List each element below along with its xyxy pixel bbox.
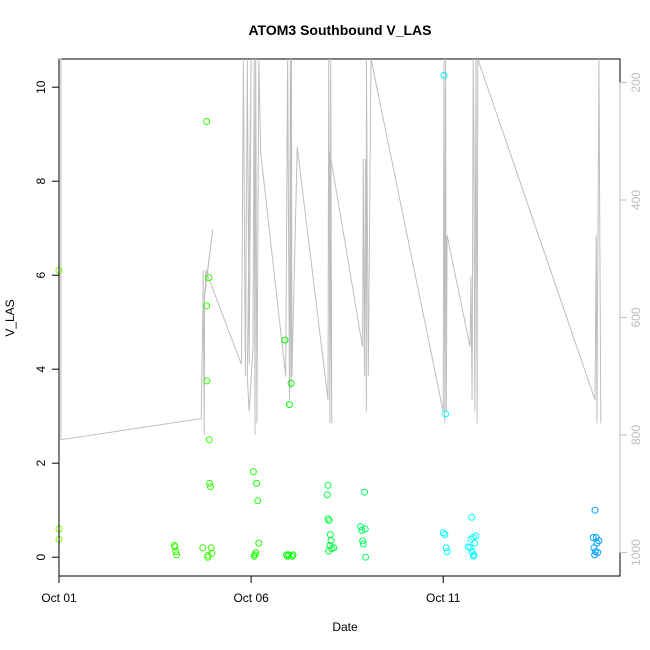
data-point	[253, 479, 260, 487]
y-axis: 0 2 4 6 8 10	[34, 80, 60, 561]
data-point	[325, 547, 333, 555]
data-point	[250, 552, 258, 560]
data-point	[288, 552, 296, 560]
data-point	[466, 544, 474, 552]
data-point	[440, 71, 448, 79]
data-point	[442, 410, 450, 418]
right-y-tick-label: 400	[629, 190, 643, 210]
data-point	[442, 544, 450, 552]
x-tick-label: Oct 06	[233, 591, 269, 605]
data-point	[172, 548, 180, 556]
data-point	[254, 497, 262, 505]
x-tick-label: Oct 11	[426, 591, 461, 605]
altitude-layer	[59, 58, 602, 441]
data-point	[443, 548, 451, 556]
data-point	[361, 488, 368, 496]
data-point	[255, 539, 263, 547]
chart-title: ATOM3 Southbound V_LAS	[248, 22, 431, 38]
right-y-tick-label: 800	[629, 425, 643, 445]
x-tick-label: Oct 01	[41, 591, 77, 605]
data-point	[249, 468, 257, 476]
data-point	[324, 481, 332, 489]
data-point	[205, 436, 213, 444]
data-point	[204, 551, 212, 559]
data-point	[206, 483, 214, 491]
data-point	[591, 506, 599, 514]
data-point	[289, 551, 297, 559]
right-y-tick-label: 600	[629, 307, 643, 327]
points-layer	[55, 71, 603, 561]
data-point	[467, 535, 475, 543]
data-point	[207, 544, 215, 552]
altitude-line	[59, 58, 602, 441]
data-point	[324, 515, 332, 523]
right-y-tick-label: 200	[629, 72, 643, 92]
y-tick-label: 6	[34, 272, 48, 279]
data-point	[327, 537, 335, 545]
data-point	[208, 549, 216, 557]
data-point	[359, 537, 367, 545]
data-point	[470, 551, 478, 559]
y-tick-label: 4	[34, 366, 48, 373]
y-tick-label: 8	[34, 178, 48, 185]
data-point	[206, 479, 214, 487]
data-point	[252, 549, 260, 556]
data-point	[171, 543, 179, 551]
data-point	[358, 526, 366, 534]
data-point	[281, 336, 289, 344]
data-point	[286, 401, 293, 408]
right-y-tick-label: 1000	[629, 539, 643, 566]
right-y-axis: 200 400 600 800 1000	[619, 72, 643, 566]
data-point	[591, 551, 599, 559]
data-point	[173, 551, 181, 559]
data-point	[471, 539, 479, 547]
data-point	[330, 544, 338, 552]
data-point	[323, 491, 331, 499]
data-point	[468, 513, 476, 521]
data-point	[590, 544, 598, 552]
data-point	[361, 525, 369, 533]
x-axis-label: Date	[332, 620, 358, 634]
data-point	[199, 544, 207, 552]
data-point	[326, 531, 334, 539]
plot-frame	[58, 58, 621, 577]
y-tick-label: 0	[34, 554, 48, 561]
x-axis: Oct 01 Oct 06 Oct 11	[41, 575, 461, 605]
data-point	[359, 540, 367, 548]
data-point	[362, 553, 370, 561]
data-point	[469, 552, 477, 560]
y-tick-label: 10	[34, 80, 48, 94]
y-axis-label: V_LAS	[3, 299, 17, 336]
data-point	[203, 302, 211, 310]
data-point	[439, 529, 447, 537]
y-tick-label: 2	[34, 460, 48, 467]
data-point	[203, 377, 211, 385]
data-point	[203, 118, 211, 125]
data-point	[595, 537, 603, 545]
data-point	[325, 517, 333, 524]
data-point	[287, 379, 295, 387]
data-point	[441, 531, 449, 539]
data-point	[472, 532, 480, 540]
data-point	[205, 274, 213, 282]
data-point	[589, 534, 597, 541]
